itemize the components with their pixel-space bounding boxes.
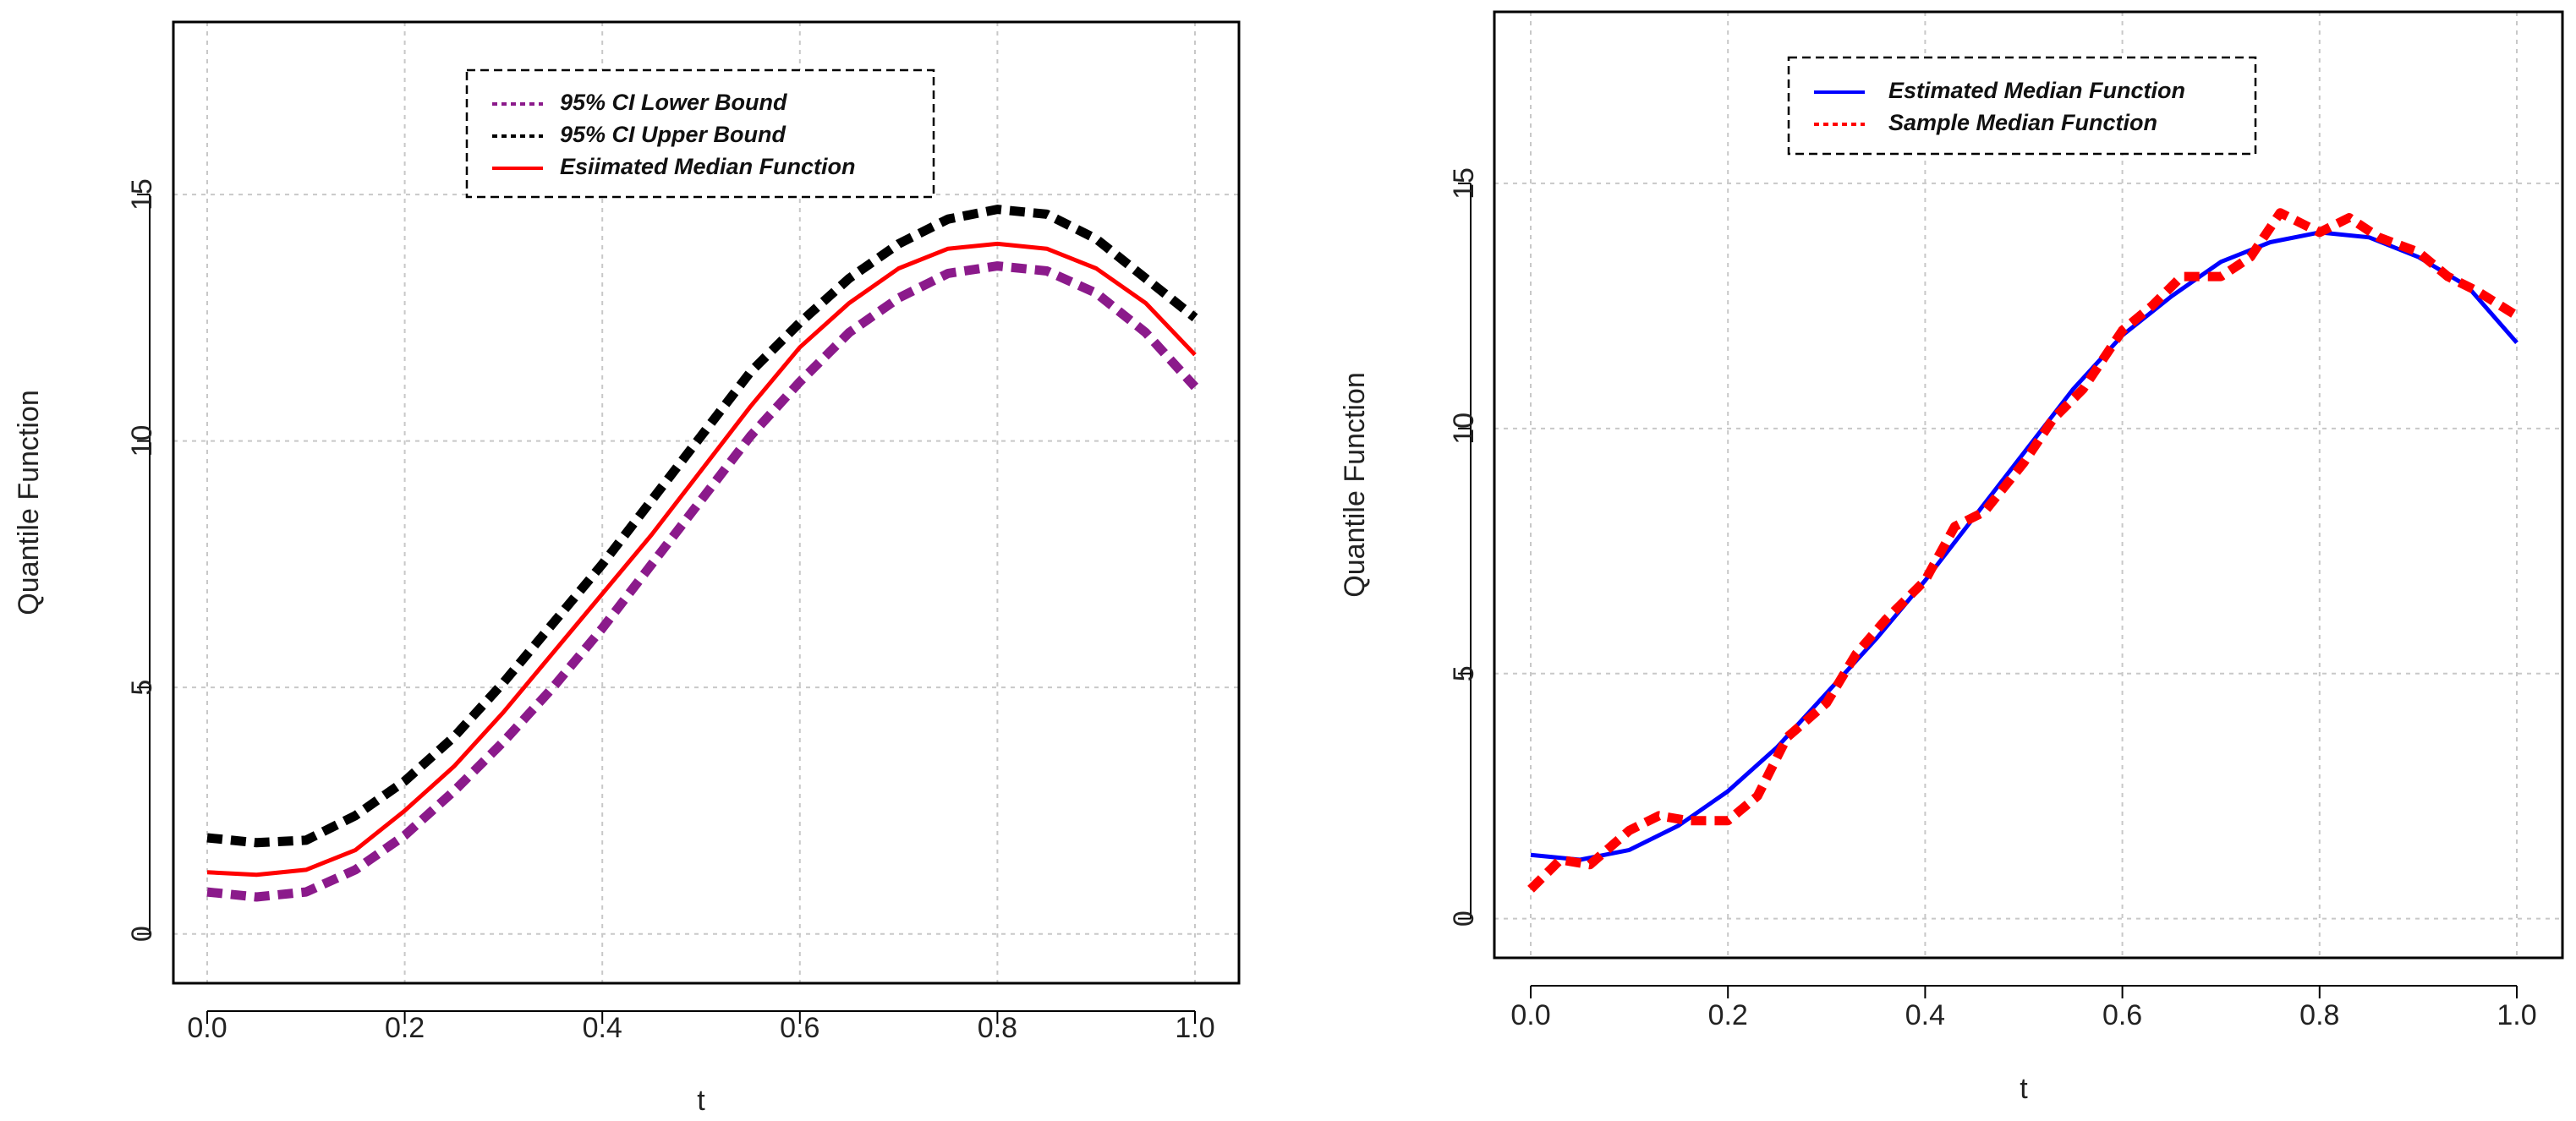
legend: Estimated Median Function Sample Median F… (1787, 56, 2257, 156)
legend-label-2: Sample Median Function (1888, 110, 2157, 135)
plot-area-border (172, 20, 1241, 985)
x-tick-label: 0.6 (780, 1012, 819, 1044)
y-tick-label: 10 (126, 425, 158, 457)
y-tick-label: 15 (126, 178, 158, 211)
x-tick-label: 0.2 (385, 1012, 425, 1044)
x-tick-label: 0.4 (1905, 999, 1945, 1031)
series-line-2 (206, 205, 1198, 848)
x-tick-label: 0.0 (1510, 999, 1550, 1031)
x-tick-label: 0.0 (187, 1012, 227, 1044)
x-tick-label: 0.6 (2102, 999, 2142, 1031)
x-axis-title: t (2020, 1073, 2028, 1105)
y-axis-title: Quantile Function (1339, 372, 1371, 598)
x-tick-label: 0.8 (978, 1012, 1017, 1044)
x-tick-label: 1.0 (2497, 999, 2536, 1031)
chart-panel-1: 0.0 0.2 0.4 0.6 0.8 1.0 0 5 10 15 t Quantile Functi… (13, 20, 1241, 1117)
plot-area-border (1493, 10, 2564, 960)
y-tick-label: 10 (1448, 413, 1480, 445)
series-line-3 (206, 241, 1197, 878)
y-tick-label: 5 (126, 680, 158, 696)
legend-label-3: Esiimated Median Function (560, 154, 856, 179)
chart-panel-2: 0.0 0.2 0.4 0.6 0.8 1.0 0 5 10 15 t Quantile Functi… (1339, 10, 2564, 1105)
y-tick-label: 15 (1448, 167, 1480, 200)
y-axis-title: Quantile Function (13, 390, 45, 615)
x-axis-title: t (697, 1085, 705, 1117)
x-tick-label: 1.0 (1175, 1012, 1214, 1044)
y-tick-label: 0 (126, 926, 158, 942)
y-tick-label: 0 (1448, 910, 1480, 927)
legend: 95% CI Lower Bound 95% CI Upper Bound Esii… (465, 68, 935, 199)
legend-label-2: 95% CI Upper Bound (560, 122, 787, 147)
x-tick-label: 0.8 (2299, 999, 2339, 1031)
legend-box (465, 68, 935, 199)
x-tick-label: 0.4 (583, 1012, 622, 1044)
series-line-2 (1527, 208, 2519, 893)
legend-label-1: 95% CI Lower Bound (560, 90, 787, 115)
series-line-1 (1530, 230, 2518, 862)
legend-box (1787, 56, 2257, 156)
legend-label-1: Estimated Median Function (1888, 78, 2185, 103)
y-tick-label: 5 (1448, 665, 1480, 681)
x-tick-label: 0.2 (1708, 999, 1748, 1031)
series-line-1 (206, 261, 1199, 902)
